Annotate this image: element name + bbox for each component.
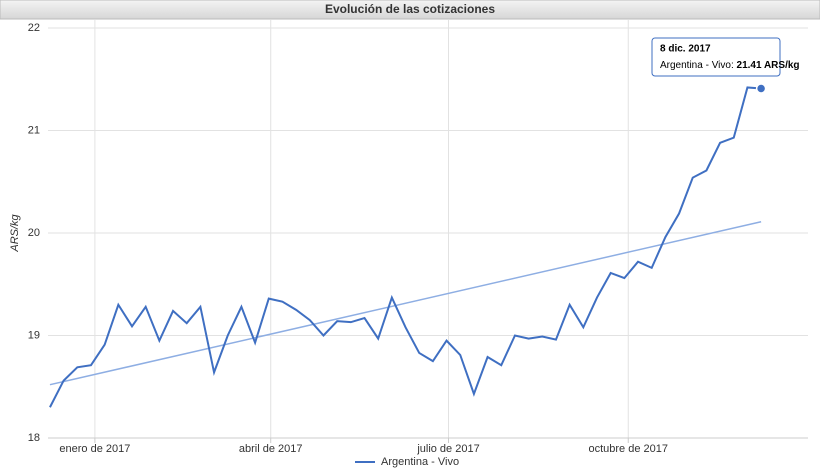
- title-bar: [0, 0, 820, 20]
- series-line: [49, 86, 762, 408]
- y-tick-label: 21: [28, 124, 40, 136]
- y-axis-label: ARS/kg: [9, 213, 21, 252]
- hover-point: [755, 83, 767, 94]
- x-tick-label: abril de 2017: [239, 443, 303, 455]
- tooltip-date: 8 dic. 2017: [660, 44, 711, 55]
- x-tick-label: octubre de 2017: [588, 443, 668, 455]
- x-tick-label: julio de 2017: [416, 443, 479, 455]
- legend-label: Argentina - Vivo: [381, 456, 459, 468]
- trend-line: [49, 220, 762, 386]
- chart-title: Evolución de las cotizaciones: [325, 2, 495, 16]
- x-tick-label: enero de 2017: [59, 443, 130, 455]
- tooltip-label: Argentina - Vivo:: [660, 60, 734, 71]
- tooltip-value: 21.41 ARS/kg: [737, 60, 800, 71]
- y-tick-label: 22: [28, 22, 40, 34]
- tooltip-line: Argentina - Vivo: 21.41 ARS/kg: [660, 60, 800, 71]
- y-tick-label: 20: [28, 227, 40, 239]
- tooltip-box: [651, 37, 781, 77]
- y-tick-label: 19: [28, 329, 40, 341]
- y-tick-label: 18: [28, 432, 40, 444]
